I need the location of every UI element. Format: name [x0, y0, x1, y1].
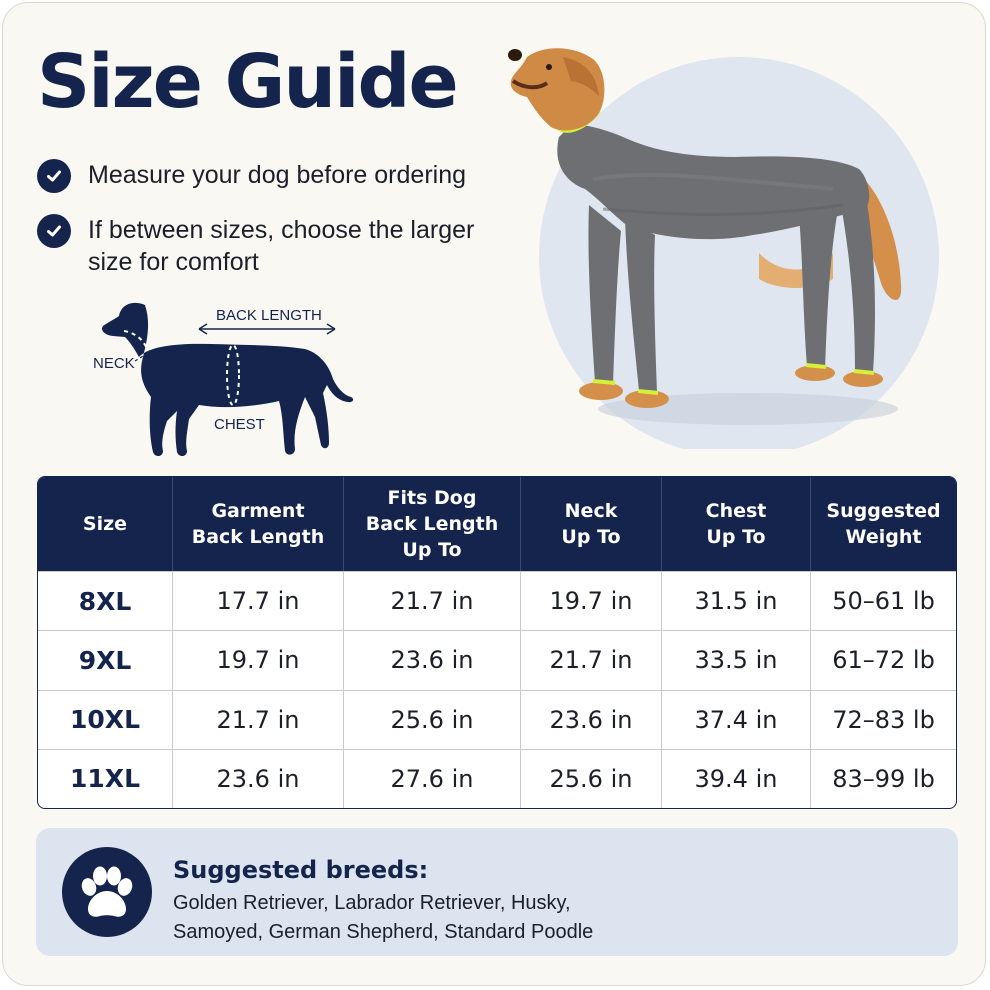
- tip-line: size for comfort: [88, 248, 259, 276]
- table-cell: 17.7 in: [173, 571, 344, 631]
- table-cell: 21.7 in: [173, 689, 344, 749]
- tip-measure: Measure your dog before ordering: [37, 159, 466, 193]
- header-line: Garment: [211, 500, 305, 522]
- header-line: Up To: [706, 526, 766, 548]
- header-line: Size: [82, 513, 128, 535]
- product-photo: [508, 48, 939, 449]
- table-cell: 21.7 in: [521, 630, 662, 690]
- tip-text: If between sizes, choose the larger size…: [88, 214, 474, 278]
- col-header-weight: Suggested Weight: [811, 477, 956, 571]
- table-cell: 33.5 in: [662, 630, 811, 690]
- breeds-line: Golden Retriever, Labrador Retriever, Hu…: [173, 892, 571, 914]
- col-header-chest: Chest Up To: [662, 477, 811, 571]
- header-line: Up To: [402, 539, 462, 561]
- header-line: Suggested: [826, 500, 941, 522]
- header-line: Fits Dog: [387, 487, 477, 509]
- paw-icon: [62, 847, 152, 937]
- size-cell: 8XL: [38, 571, 173, 631]
- back-length-label: BACK LENGTH: [216, 307, 322, 324]
- size-table: Size Garment Back Length Fits Dog Back Len…: [37, 476, 957, 809]
- col-header-garment-back-length: Garment Back Length: [173, 477, 344, 571]
- table-cell: 25.6 in: [521, 748, 662, 808]
- dog-head: [508, 48, 605, 131]
- table-cell: 39.4 in: [662, 748, 811, 808]
- chest-label: CHEST: [214, 416, 265, 433]
- page-title: Size Guide: [37, 39, 459, 125]
- header-line: Up To: [561, 526, 621, 548]
- table-cell: 19.7 in: [173, 630, 344, 690]
- table-row: 8XL 17.7 in 21.7 in 19.7 in 31.5 in 50–6…: [38, 571, 956, 631]
- tip-line: If between sizes, choose the larger: [88, 216, 475, 244]
- col-header-size: Size: [38, 477, 173, 571]
- table-cell: 23.6 in: [521, 689, 662, 749]
- check-icon: [37, 159, 71, 193]
- table-cell: 23.6 in: [344, 630, 521, 690]
- table-row: 9XL 19.7 in 23.6 in 21.7 in 33.5 in 61–7…: [38, 630, 956, 690]
- table-header-row: Size Garment Back Length Fits Dog Back Len…: [38, 477, 956, 571]
- table-cell: 19.7 in: [521, 571, 662, 631]
- header-line: Neck: [564, 500, 618, 522]
- col-header-fits-dog-back-length: Fits Dog Back Length Up To: [344, 477, 521, 571]
- table-row: 10XL 21.7 in 25.6 in 23.6 in 37.4 in 72–…: [38, 689, 956, 749]
- table-cell: 27.6 in: [344, 748, 521, 808]
- table-row: 11XL 23.6 in 27.6 in 25.6 in 39.4 in 83–…: [38, 748, 956, 808]
- header-line: Back Length: [365, 513, 499, 535]
- header-line: Chest: [705, 500, 767, 522]
- measurement-diagram: BACK LENGTH NECK CHEST: [93, 302, 354, 457]
- tip-between-sizes: If between sizes, choose the larger size…: [37, 214, 474, 278]
- neck-label: NECK: [93, 355, 135, 372]
- breeds-line: Samoyed, German Shepherd, Standard Poodl…: [173, 921, 594, 943]
- table-cell: 31.5 in: [662, 571, 811, 631]
- size-cell: 11XL: [38, 748, 173, 808]
- table-cell: 25.6 in: [344, 689, 521, 749]
- header-line: Weight: [845, 526, 922, 548]
- suggested-breeds-panel: Suggested breeds: Golden Retriever, Labr…: [36, 828, 958, 956]
- table-cell: 61–72 lb: [811, 630, 956, 689]
- size-cell: 10XL: [38, 689, 173, 749]
- table-cell: 50–61 lb: [811, 571, 956, 630]
- size-cell: 9XL: [38, 630, 173, 690]
- table-cell: 83–99 lb: [811, 748, 956, 808]
- breeds-title: Suggested breeds:: [173, 856, 429, 884]
- tip-text: Measure your dog before ordering: [88, 159, 466, 191]
- table-cell: 37.4 in: [662, 689, 811, 749]
- table-cell: 23.6 in: [173, 748, 344, 808]
- header-line: Back Length: [191, 526, 325, 548]
- check-icon: [37, 214, 71, 248]
- tip-line: Measure your dog before ordering: [88, 161, 467, 189]
- table-cell: 21.7 in: [344, 571, 521, 631]
- col-header-neck: Neck Up To: [521, 477, 662, 571]
- table-cell: 72–83 lb: [811, 689, 956, 749]
